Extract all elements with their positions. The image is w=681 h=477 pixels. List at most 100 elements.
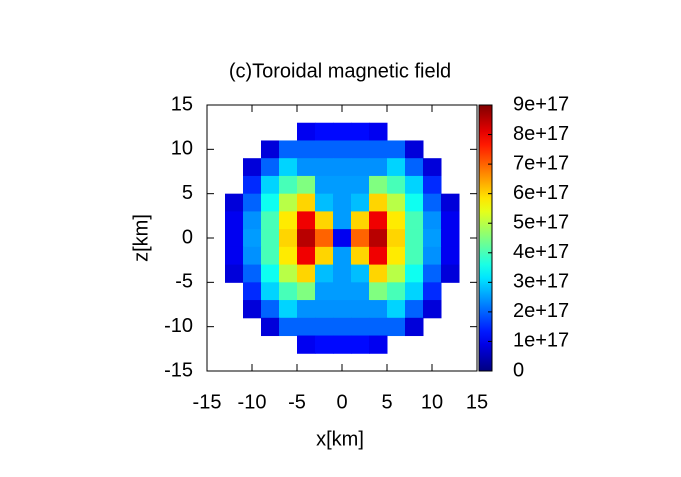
heat-cell <box>315 211 334 230</box>
heat-cell <box>441 229 460 248</box>
heat-cell <box>279 282 298 301</box>
heat-cell <box>351 211 370 230</box>
heat-cell <box>315 282 334 301</box>
heat-cell <box>279 246 298 266</box>
heat-cell <box>243 246 262 266</box>
heat-cell <box>369 211 388 230</box>
heat-cell <box>387 300 406 319</box>
heat-cell <box>351 317 370 337</box>
heat-cell <box>405 317 424 337</box>
x-tick-label: 15 <box>466 391 488 413</box>
heat-cell <box>405 229 424 248</box>
heat-cell <box>405 211 424 230</box>
heat-cell <box>423 175 442 195</box>
heat-cell <box>297 300 316 319</box>
y-tick-label: 10 <box>171 138 193 160</box>
heat-cell <box>243 211 262 230</box>
heat-cell <box>387 317 406 337</box>
heat-cell <box>405 140 424 159</box>
heat-cell <box>405 282 424 301</box>
heat-cell <box>405 246 424 266</box>
x-tick-label: 10 <box>421 391 443 413</box>
heat-cell <box>387 140 406 159</box>
x-tick-label: -15 <box>193 391 222 413</box>
y-axis-label: z[km] <box>130 214 152 262</box>
heat-cell <box>297 140 316 159</box>
heat-cell <box>423 229 442 248</box>
y-tick-label: 5 <box>182 182 193 204</box>
heat-cell <box>333 317 352 337</box>
heat-cell <box>333 300 352 319</box>
heat-cell <box>297 335 316 354</box>
heat-cell <box>423 158 442 177</box>
heat-cell <box>315 140 334 159</box>
heat-cell <box>333 122 352 141</box>
heat-cell <box>387 229 406 248</box>
heat-cell <box>387 193 406 212</box>
heat-cell <box>315 175 334 195</box>
heat-cell <box>423 282 442 301</box>
colorbar-tick-label: 0 <box>513 359 524 381</box>
heat-cell <box>369 158 388 177</box>
heat-cell <box>423 193 442 212</box>
heat-cell <box>333 282 352 301</box>
heat-cell <box>261 158 280 177</box>
heat-cell <box>405 264 424 283</box>
heat-cell <box>333 193 352 212</box>
heat-cell <box>225 229 244 248</box>
heat-cell <box>297 158 316 177</box>
heat-cell <box>261 246 280 266</box>
heat-cell <box>351 246 370 266</box>
x-tick-label: 5 <box>381 391 392 413</box>
heat-cell <box>405 300 424 319</box>
heat-cell <box>243 229 262 248</box>
heat-cell <box>279 158 298 177</box>
heat-cell <box>297 211 316 230</box>
heat-cell <box>279 300 298 319</box>
colorbar-tick-label: 2e+17 <box>513 300 569 322</box>
y-tick-label: 0 <box>182 226 193 248</box>
heat-cell <box>261 175 280 195</box>
heat-cell <box>225 211 244 230</box>
colorbar-tick-label: 5e+17 <box>513 212 569 234</box>
heat-cell <box>369 140 388 159</box>
heat-cell <box>369 282 388 301</box>
heat-cell <box>243 264 262 283</box>
heat-cell <box>297 264 316 283</box>
heat-cell <box>369 264 388 283</box>
heat-cell <box>315 158 334 177</box>
heat-cell <box>243 282 262 301</box>
heat-cell <box>279 140 298 159</box>
heat-cell <box>423 211 442 230</box>
heat-cell <box>351 335 370 354</box>
heat-cell <box>351 229 370 248</box>
x-tick-label: -5 <box>288 391 306 413</box>
heat-cell <box>297 175 316 195</box>
heat-cell <box>297 122 316 141</box>
heat-cell <box>369 122 388 141</box>
heat-cell <box>387 264 406 283</box>
heat-cell <box>261 317 280 337</box>
heat-cell <box>261 282 280 301</box>
heat-cell <box>279 193 298 212</box>
heat-cell <box>423 300 442 319</box>
heat-cell <box>369 175 388 195</box>
heat-cell <box>333 264 352 283</box>
y-tick-label: -5 <box>175 271 193 293</box>
heat-cell <box>369 246 388 266</box>
heat-cell <box>423 246 442 266</box>
heat-cell <box>387 175 406 195</box>
heat-cell <box>243 193 262 212</box>
heat-cell <box>441 211 460 230</box>
heat-cell <box>369 300 388 319</box>
x-axis-label: x[km] <box>316 428 364 450</box>
heat-cell <box>297 317 316 337</box>
heat-cell <box>243 300 262 319</box>
colorbar-tick-label: 7e+17 <box>513 152 569 174</box>
heat-cell <box>315 317 334 337</box>
heat-cell <box>441 246 460 266</box>
heat-cell <box>279 317 298 337</box>
colorbar <box>478 104 493 372</box>
heat-cell <box>261 264 280 283</box>
